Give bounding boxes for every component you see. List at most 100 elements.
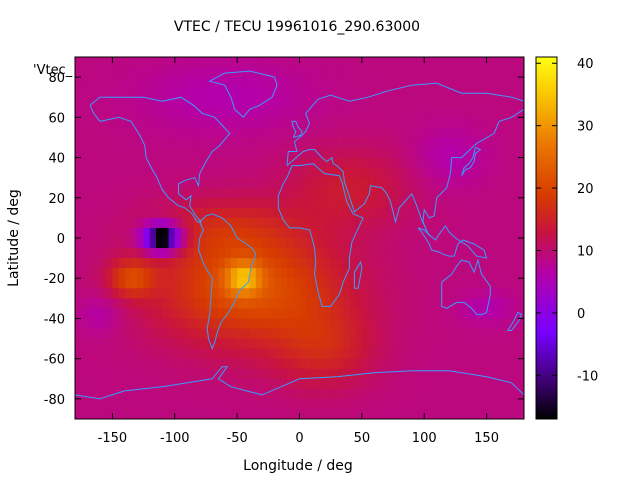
heatmap-cell bbox=[324, 217, 332, 229]
heatmap-cell bbox=[187, 248, 195, 259]
heatmap-cell bbox=[405, 67, 413, 78]
heatmap-cell bbox=[424, 238, 432, 249]
heatmap-cell bbox=[455, 97, 463, 108]
heatmap-cell bbox=[299, 77, 307, 88]
heatmap-cell bbox=[93, 147, 101, 159]
heatmap-cell bbox=[299, 318, 307, 330]
heatmap-cell bbox=[81, 167, 89, 179]
heatmap-cell bbox=[361, 308, 369, 320]
heatmap-cell bbox=[318, 57, 326, 68]
heatmap-cell bbox=[99, 187, 107, 199]
heatmap-cell bbox=[467, 328, 475, 340]
heatmap-cell bbox=[81, 288, 89, 299]
heatmap-cell bbox=[461, 127, 469, 139]
heatmap-cell bbox=[318, 177, 326, 189]
heatmap-cell bbox=[517, 368, 524, 380]
heatmap-cell bbox=[486, 207, 494, 219]
heatmap-cell bbox=[262, 248, 269, 259]
x-tick-label: -100 bbox=[160, 431, 190, 446]
heatmap-cell bbox=[361, 177, 369, 189]
heatmap-cell bbox=[193, 378, 201, 390]
heatmap-cell bbox=[255, 167, 263, 179]
heatmap-cell bbox=[399, 117, 407, 128]
heatmap-cell bbox=[99, 298, 107, 309]
heatmap-cell bbox=[411, 187, 419, 199]
heatmap-cell bbox=[374, 97, 382, 108]
heatmap-cell bbox=[112, 258, 120, 269]
heatmap-cell bbox=[237, 398, 244, 410]
heatmap-cell bbox=[131, 368, 138, 380]
heatmap-cell bbox=[449, 328, 457, 340]
heatmap-cell bbox=[187, 348, 195, 360]
heatmap-cell bbox=[486, 77, 494, 88]
heatmap-cell bbox=[99, 328, 107, 340]
heatmap-cell bbox=[181, 248, 188, 259]
heatmap-cell bbox=[162, 238, 170, 249]
heatmap-cell bbox=[262, 358, 269, 370]
heatmap-cell bbox=[156, 248, 163, 259]
heatmap-cell bbox=[199, 117, 207, 128]
heatmap-cell bbox=[324, 97, 332, 108]
heatmap-cell bbox=[318, 227, 326, 239]
heatmap-cell bbox=[181, 187, 188, 199]
heatmap-cell bbox=[430, 238, 438, 249]
heatmap-cell bbox=[461, 77, 469, 88]
heatmap-cell bbox=[205, 207, 213, 219]
heatmap-cell bbox=[137, 368, 145, 380]
heatmap-cell bbox=[511, 368, 519, 380]
heatmap-cell bbox=[205, 258, 213, 269]
heatmap-cell bbox=[480, 288, 488, 299]
heatmap-cell bbox=[474, 177, 481, 189]
heatmap-cell bbox=[230, 197, 238, 209]
heatmap-cell bbox=[305, 328, 313, 340]
heatmap-cell bbox=[224, 147, 232, 159]
heatmap-cell bbox=[349, 398, 357, 410]
heatmap-cell bbox=[336, 268, 344, 279]
heatmap-cell bbox=[143, 157, 151, 169]
heatmap-cell bbox=[205, 338, 213, 350]
heatmap-cell bbox=[486, 348, 494, 360]
heatmap-cell bbox=[299, 288, 307, 299]
heatmap-cell bbox=[262, 238, 269, 249]
heatmap-cell bbox=[442, 137, 450, 149]
heatmap-cell bbox=[168, 167, 176, 179]
heatmap-cell bbox=[237, 388, 244, 400]
heatmap-cell bbox=[243, 127, 251, 139]
heatmap-cell bbox=[305, 97, 313, 108]
x-tick-label: 100 bbox=[412, 431, 437, 446]
heatmap-cell bbox=[93, 388, 101, 400]
heatmap-cell bbox=[486, 217, 494, 229]
heatmap-cell bbox=[380, 97, 388, 108]
heatmap-cell bbox=[131, 258, 138, 269]
heatmap-cell bbox=[368, 248, 375, 259]
heatmap-cell bbox=[467, 227, 475, 239]
heatmap-cell bbox=[99, 157, 107, 169]
heatmap-cell bbox=[386, 187, 394, 199]
heatmap-cell bbox=[212, 348, 220, 360]
heatmap-cell bbox=[255, 328, 263, 340]
heatmap-cell bbox=[218, 288, 226, 299]
heatmap-cell bbox=[318, 67, 326, 78]
heatmap-cell bbox=[199, 127, 207, 139]
heatmap-cell bbox=[212, 177, 220, 189]
heatmap-cell bbox=[449, 77, 457, 88]
heatmap-cell bbox=[486, 398, 494, 410]
heatmap-cell bbox=[330, 358, 338, 370]
heatmap-cell bbox=[162, 358, 170, 370]
heatmap-cell bbox=[93, 137, 101, 149]
heatmap-cell bbox=[343, 147, 350, 159]
heatmap-cell bbox=[355, 408, 363, 419]
heatmap-cell bbox=[336, 77, 344, 88]
heatmap-cell bbox=[118, 328, 126, 340]
heatmap-cell bbox=[461, 308, 469, 320]
heatmap-cell bbox=[492, 77, 500, 88]
heatmap-cell bbox=[230, 398, 238, 410]
heatmap-cell bbox=[137, 288, 145, 299]
heatmap-cell bbox=[224, 117, 232, 128]
heatmap-cell bbox=[386, 258, 394, 269]
heatmap-cell bbox=[336, 207, 344, 219]
heatmap-cell bbox=[374, 398, 382, 410]
heatmap-cell bbox=[374, 147, 382, 159]
heatmap-cell bbox=[124, 197, 132, 209]
heatmap-cell bbox=[156, 187, 163, 199]
